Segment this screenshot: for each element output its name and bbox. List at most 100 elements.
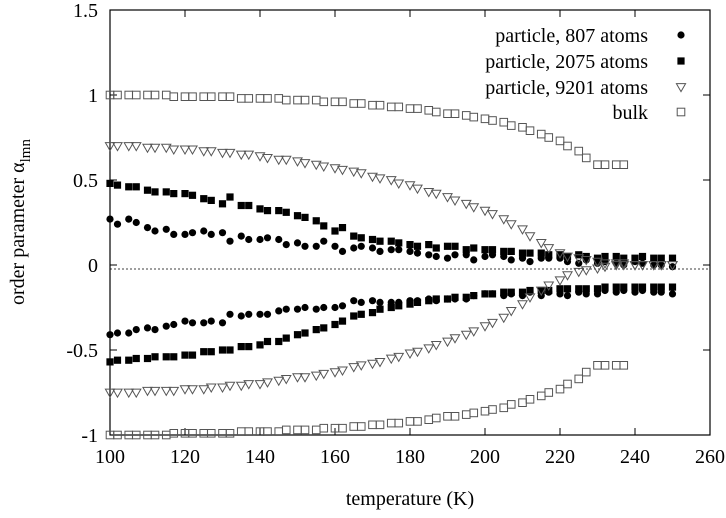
data-point <box>562 271 573 281</box>
data-point <box>525 395 535 404</box>
data-point <box>168 145 180 156</box>
data-point <box>450 109 460 119</box>
data-point <box>188 191 197 199</box>
data-point <box>443 295 452 303</box>
data-point <box>387 246 395 254</box>
data-point <box>131 430 141 440</box>
data-point <box>470 292 478 300</box>
data-point <box>488 290 497 298</box>
data-point <box>368 297 377 305</box>
data-point <box>413 242 422 250</box>
data-point <box>275 207 283 215</box>
data-point <box>262 154 273 164</box>
data-point <box>526 258 534 266</box>
data-point <box>181 190 189 198</box>
plot-frame <box>109 9 711 436</box>
data-point <box>368 420 377 430</box>
data-point <box>535 239 547 249</box>
data-point <box>462 246 470 254</box>
data-point <box>526 249 534 257</box>
data-point <box>331 242 339 250</box>
data-point <box>132 354 140 363</box>
data-point <box>573 267 585 278</box>
data-point <box>200 348 208 356</box>
data-point <box>481 252 489 261</box>
data-point <box>526 286 534 295</box>
data-point <box>506 121 516 130</box>
data-point <box>406 247 414 255</box>
data-point <box>282 208 290 216</box>
data-point <box>151 353 159 361</box>
data-point <box>479 206 491 217</box>
data-point <box>263 94 272 103</box>
data-point <box>207 348 215 356</box>
data-point <box>600 361 610 370</box>
data-point <box>125 183 133 191</box>
data-point <box>104 388 116 399</box>
data-point <box>432 252 440 261</box>
data-point <box>338 317 347 325</box>
data-point <box>355 169 367 179</box>
y-axis-label-subscript: lmn <box>18 139 34 163</box>
data-point <box>350 232 358 240</box>
data-point <box>199 92 209 102</box>
data-point <box>650 283 658 291</box>
x-tick-label: 120 <box>170 446 200 468</box>
data-point <box>312 217 320 225</box>
data-point <box>599 259 611 269</box>
data-point <box>507 256 515 264</box>
data-point <box>237 312 245 320</box>
data-point <box>198 147 210 157</box>
data-point <box>331 320 339 329</box>
data-point <box>310 160 322 171</box>
data-point <box>498 313 510 324</box>
data-point <box>149 386 161 397</box>
data-point <box>293 212 302 220</box>
data-point <box>150 430 160 440</box>
data-point <box>431 107 441 117</box>
data-point <box>301 242 309 250</box>
data-point <box>655 261 667 271</box>
data-point <box>320 324 328 332</box>
data-point <box>281 95 291 105</box>
data-point <box>310 371 322 382</box>
data-point <box>393 352 405 363</box>
data-point <box>451 242 459 250</box>
data-point <box>650 254 658 262</box>
data-point <box>263 337 272 346</box>
y-tick-label: -0.5 <box>66 340 98 362</box>
data-point <box>618 259 630 269</box>
data-point <box>460 330 472 341</box>
data-point <box>348 363 360 373</box>
data-point <box>374 174 386 184</box>
data-point <box>573 254 585 264</box>
data-point <box>142 386 153 397</box>
data-point <box>610 259 622 269</box>
data-point <box>299 373 311 383</box>
data-point <box>593 361 602 370</box>
data-point <box>217 383 228 394</box>
data-point <box>562 252 573 263</box>
data-point <box>357 234 365 242</box>
data-point <box>356 422 366 431</box>
x-tick-label: 100 <box>95 446 125 468</box>
data-point <box>281 425 291 435</box>
data-point <box>320 222 328 230</box>
data-point <box>292 157 303 167</box>
data-point <box>151 326 159 334</box>
data-point <box>629 261 641 271</box>
data-point <box>142 143 153 154</box>
data-point <box>368 244 377 252</box>
data-point <box>593 285 602 293</box>
data-point <box>498 215 510 225</box>
data-point <box>254 380 266 390</box>
data-point <box>443 254 452 262</box>
data-point <box>618 261 630 271</box>
data-point <box>442 337 453 348</box>
data-point <box>376 247 384 255</box>
data-point <box>263 207 272 215</box>
data-point <box>312 305 320 313</box>
data-point <box>350 244 358 252</box>
data-point <box>106 179 114 187</box>
data-point <box>150 90 160 100</box>
